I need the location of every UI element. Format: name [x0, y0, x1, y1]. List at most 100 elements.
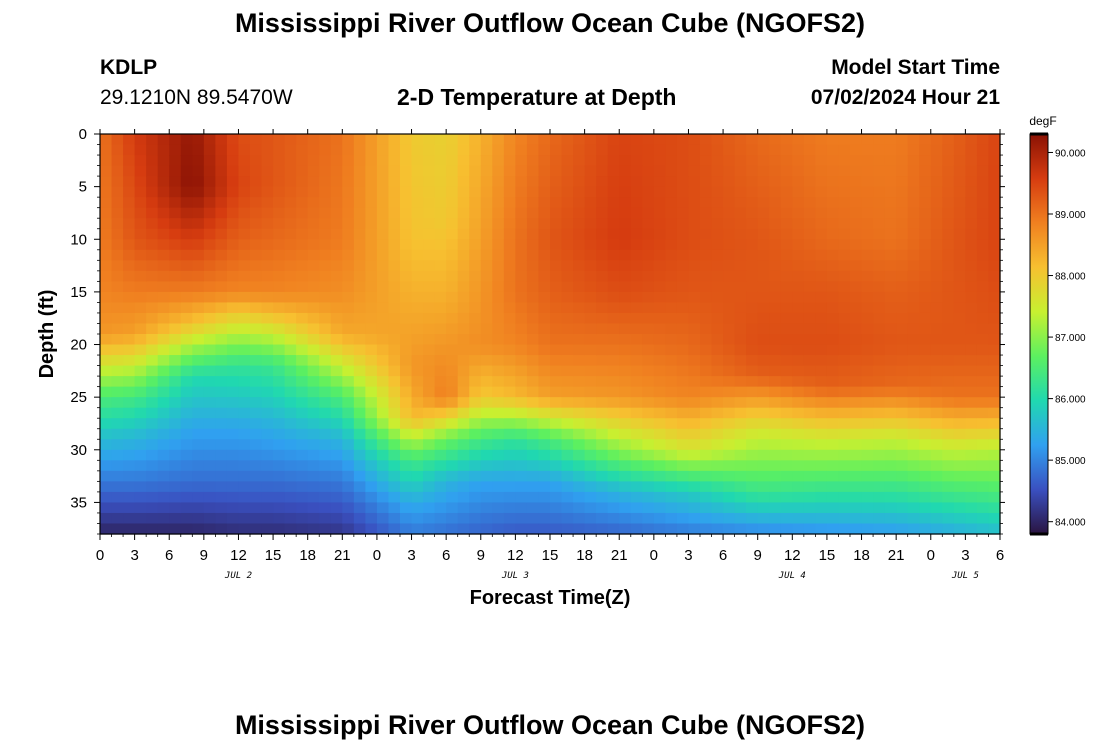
heatmap-cell	[573, 376, 586, 388]
heatmap-cell	[134, 144, 147, 156]
heatmap-cell	[850, 407, 863, 419]
heatmap-cell	[100, 228, 113, 240]
heatmap-cell	[988, 144, 1001, 156]
heatmap-cell	[907, 397, 920, 409]
heatmap-cell	[376, 491, 390, 504]
heatmap-cell	[757, 334, 770, 346]
heatmap-cell	[146, 376, 159, 388]
heatmap-cell	[803, 270, 816, 282]
heatmap-cell	[100, 376, 113, 388]
heatmap-cell	[330, 439, 343, 451]
heatmap-cell	[434, 481, 447, 493]
heatmap-cell	[146, 207, 159, 219]
heatmap-cell	[734, 134, 747, 146]
heatmap-cell	[238, 523, 251, 535]
heatmap-cell	[111, 449, 124, 461]
heatmap-cell	[526, 376, 540, 388]
heatmap-cell	[803, 249, 816, 261]
heatmap-cell	[596, 270, 609, 282]
heatmap-cell	[792, 323, 805, 335]
heatmap-cell	[457, 281, 470, 293]
heatmap-cell	[330, 428, 343, 440]
heatmap-cell	[780, 312, 793, 325]
heatmap-cell	[653, 502, 666, 514]
heatmap-cell	[688, 260, 701, 272]
heatmap-cell	[861, 312, 874, 325]
heatmap-cell	[607, 481, 620, 493]
heatmap-cell	[965, 197, 978, 209]
heatmap-cell	[630, 239, 643, 251]
heatmap-cell	[642, 334, 655, 346]
heatmap-cell	[203, 186, 216, 198]
heatmap-cell	[976, 228, 990, 240]
heatmap-cell	[169, 323, 182, 335]
heatmap-cell	[723, 197, 736, 209]
heatmap-cell	[861, 523, 874, 535]
heatmap-cell	[642, 365, 655, 377]
heatmap-cell	[515, 418, 528, 430]
heatmap-cell	[526, 144, 540, 156]
heatmap-cell	[953, 439, 966, 451]
heatmap-cell	[434, 470, 447, 482]
heatmap-cell	[376, 449, 390, 461]
heatmap-cell	[457, 291, 470, 304]
heatmap-cell	[907, 334, 920, 346]
heatmap-cell	[584, 270, 597, 282]
heatmap-cell	[330, 344, 343, 356]
heatmap-cell	[111, 228, 124, 240]
heatmap-cell	[203, 228, 216, 240]
heatmap-cell	[307, 302, 320, 314]
heatmap-cell	[850, 418, 863, 430]
heatmap-cell	[146, 197, 159, 209]
heatmap-cell	[319, 344, 332, 356]
heatmap-cell	[538, 449, 551, 461]
heatmap-cell	[342, 165, 355, 177]
heatmap-cell	[700, 281, 713, 293]
heatmap-cell	[861, 155, 874, 167]
heatmap-cell	[284, 249, 297, 261]
heatmap-cell	[630, 302, 643, 314]
heatmap-cell	[123, 270, 136, 282]
heatmap-cell	[723, 502, 736, 514]
heatmap-cell	[907, 460, 920, 472]
heatmap-cell	[584, 207, 597, 219]
heatmap-cell	[273, 365, 286, 377]
heatmap-cell	[700, 134, 713, 146]
heatmap-cell	[330, 260, 343, 272]
heatmap-cell	[307, 523, 320, 535]
heatmap-cell	[688, 365, 701, 377]
heatmap-cell	[815, 260, 828, 272]
heatmap-cell	[250, 312, 263, 325]
heatmap-cell	[538, 344, 551, 356]
heatmap-cell	[400, 155, 413, 167]
heatmap-cell	[676, 260, 690, 272]
heatmap-cell	[953, 228, 966, 240]
heatmap-cell	[734, 291, 747, 304]
heatmap-cell	[411, 386, 424, 398]
heatmap-cell	[342, 365, 355, 377]
heatmap-cell	[111, 397, 124, 409]
heatmap-cell	[157, 355, 170, 367]
heatmap-cell	[907, 512, 920, 525]
heatmap-cell	[480, 155, 493, 167]
x-axis: 0 3 6 9 12 15 18 21 0 3 6 9 12 15 18 21 0 3 6 9 12 15 18 21 0 3 6J…	[96, 129, 1004, 581]
heatmap-cell	[953, 407, 966, 419]
heatmap-cell	[503, 218, 516, 230]
heatmap-cell	[342, 207, 355, 219]
heatmap-cell	[250, 502, 263, 514]
heatmap-cell	[434, 155, 447, 167]
heatmap-cell	[700, 155, 713, 167]
heatmap-cell	[284, 428, 297, 440]
heatmap-cell	[942, 376, 955, 388]
heatmap-cell	[953, 302, 966, 314]
heatmap-cell	[873, 218, 886, 230]
heatmap-cell	[192, 197, 205, 209]
heatmap-cell	[896, 407, 909, 419]
heatmap-cell	[619, 439, 632, 451]
heatmap-cell	[180, 418, 193, 430]
heatmap-cell	[238, 470, 251, 482]
heatmap-cell	[503, 481, 516, 493]
heatmap-cell	[365, 491, 378, 504]
heatmap-cell	[826, 239, 840, 251]
heatmap-cell	[676, 176, 690, 188]
